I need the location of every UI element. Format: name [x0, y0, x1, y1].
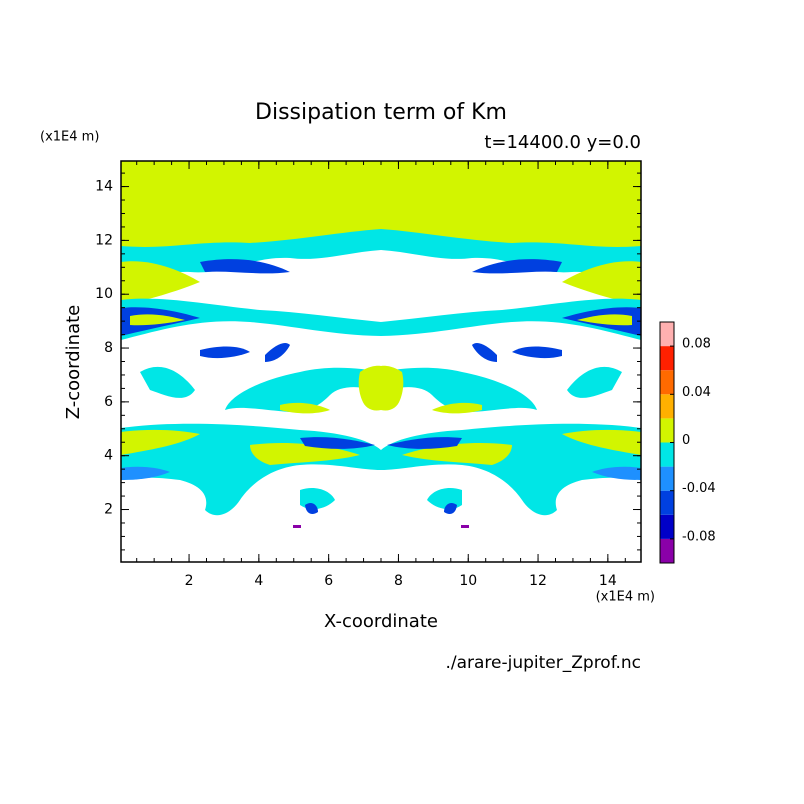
x-tick-label: 8 — [394, 573, 403, 589]
x-axis-label: X-coordinate — [324, 611, 438, 632]
colorbar-band — [660, 442, 674, 467]
colorbar-band — [660, 466, 674, 491]
chart-title: Dissipation term of Km — [255, 100, 507, 125]
colorbar-tick-label: 0 — [682, 433, 690, 448]
y-tick-label: 10 — [95, 286, 113, 302]
x-tick-label: 2 — [185, 573, 194, 589]
y-tick-label: 8 — [104, 340, 113, 356]
y-unit: (x1E4 m) — [40, 130, 99, 145]
x-tick-label: 4 — [254, 573, 263, 589]
colorbar-tick-label: -0.04 — [682, 481, 716, 496]
colorbar-band — [660, 370, 674, 395]
colorbar-band — [660, 418, 674, 443]
y-tick-label: 6 — [104, 394, 113, 410]
y-tick-label: 14 — [95, 179, 113, 195]
colorbar-band — [660, 514, 674, 539]
x-tick-label: 6 — [324, 573, 333, 589]
colorbar-band — [660, 322, 674, 347]
colorbar-tick-label: -0.08 — [682, 529, 716, 544]
y-tick-label: 2 — [104, 502, 113, 518]
contour-half — [121, 161, 381, 528]
axes: 2 4 6 8 10 12 14 2 4 6 8 10 12 14 — [95, 161, 641, 589]
colorbar-band — [660, 538, 674, 563]
colorbar-band — [660, 394, 674, 419]
y-axis-label: Z-coordinate — [63, 305, 84, 420]
colorbar-band — [660, 346, 674, 371]
x-tick-label: 10 — [459, 573, 477, 589]
y-tick-label: 12 — [95, 232, 113, 248]
x-tick-label: 14 — [599, 573, 617, 589]
contour-field — [121, 161, 641, 528]
colorbar-tick-label: 0.08 — [682, 337, 711, 352]
x-tick-label: 12 — [529, 573, 547, 589]
source-file: ./arare-jupiter_Zprof.nc — [445, 653, 641, 673]
chart-subtitle: t=14400.0 y=0.0 — [484, 132, 641, 153]
colorbar-band — [660, 490, 674, 515]
x-unit: (x1E4 m) — [596, 590, 655, 605]
y-tick-label: 4 — [104, 448, 113, 464]
colorbar-tick-label: 0.04 — [682, 385, 711, 400]
